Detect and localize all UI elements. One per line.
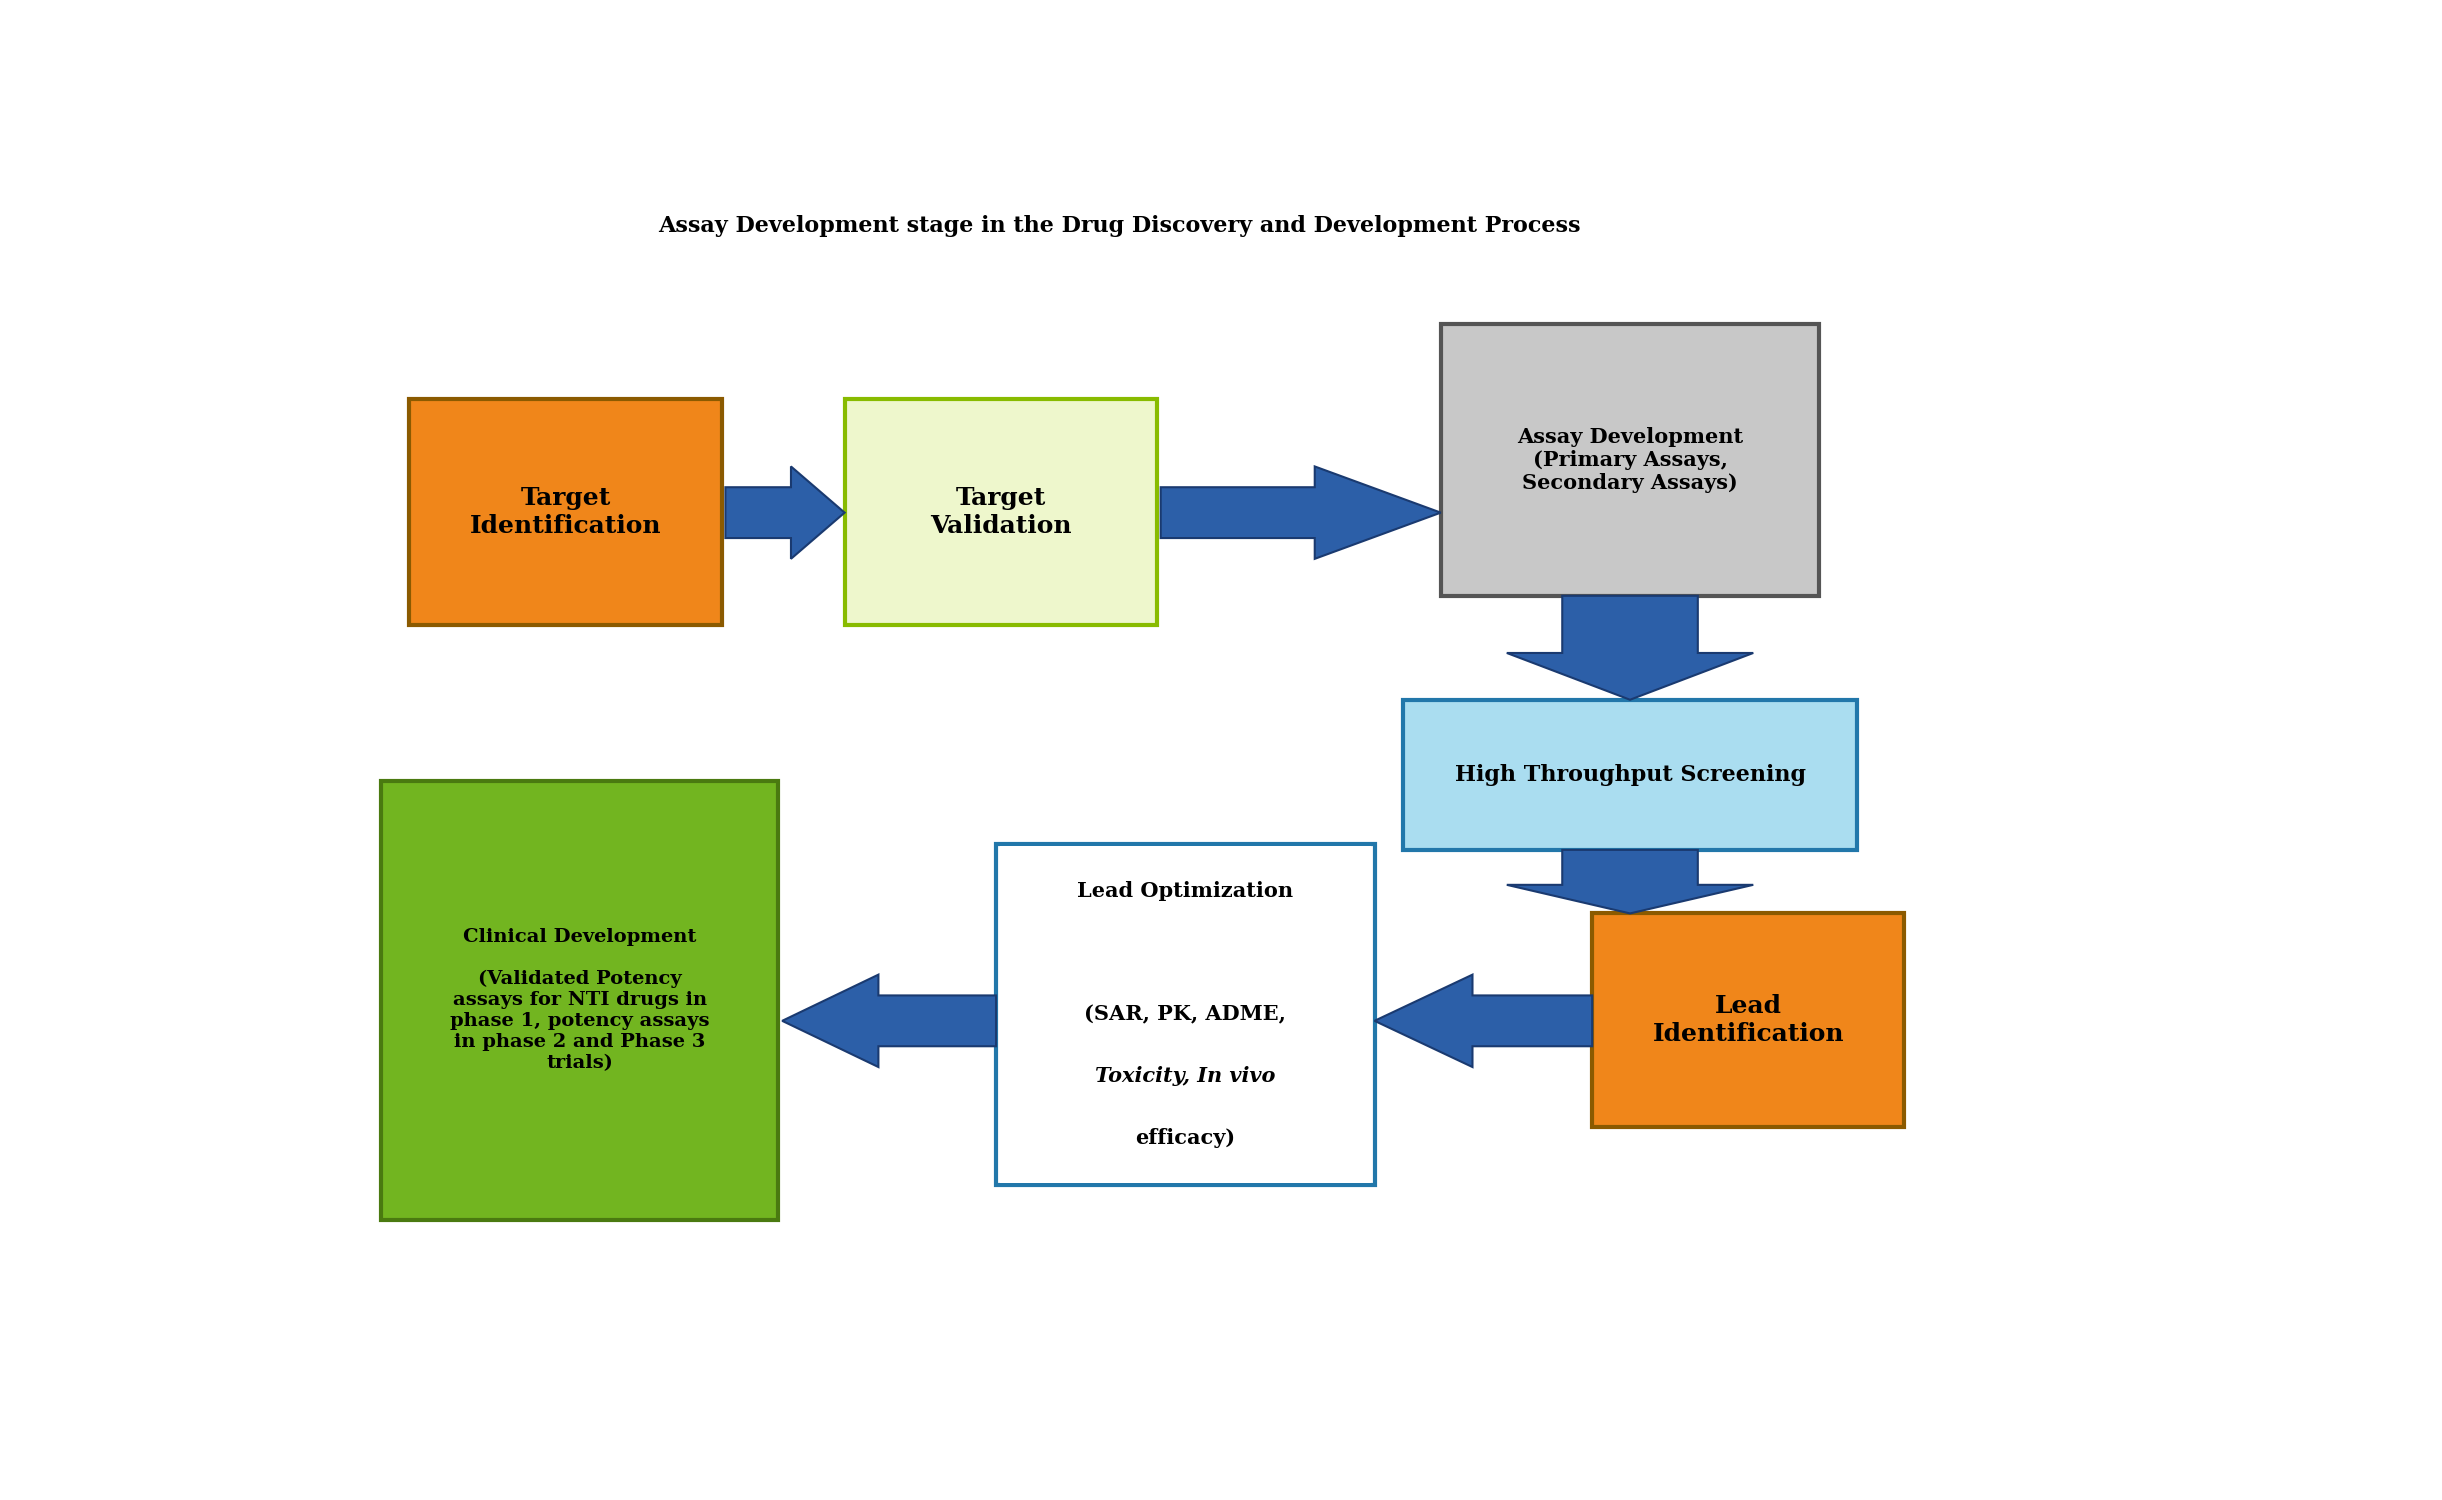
Text: Clinical Development

(Validated Potency
assays for NTI drugs in
phase 1, potenc: Clinical Development (Validated Potency … xyxy=(449,928,711,1071)
Polygon shape xyxy=(1160,466,1441,560)
Text: efficacy): efficacy) xyxy=(1136,1128,1236,1149)
Text: (SAR, PK, ADME,: (SAR, PK, ADME, xyxy=(1084,1005,1287,1025)
Polygon shape xyxy=(1507,596,1753,699)
FancyBboxPatch shape xyxy=(1441,324,1819,596)
Text: Lead
Identification: Lead Identification xyxy=(1653,994,1844,1045)
Text: Lead Optimization: Lead Optimization xyxy=(1077,880,1294,900)
FancyBboxPatch shape xyxy=(410,399,723,624)
Text: Assay Development stage in the Drug Discovery and Development Process: Assay Development stage in the Drug Disc… xyxy=(657,214,1580,237)
Text: Toxicity, In vivo: Toxicity, In vivo xyxy=(1094,1066,1275,1086)
Polygon shape xyxy=(1507,850,1753,914)
FancyBboxPatch shape xyxy=(996,844,1375,1185)
FancyBboxPatch shape xyxy=(1404,699,1858,850)
FancyBboxPatch shape xyxy=(845,399,1158,624)
Text: Toxicity, In vivo: Toxicity, In vivo xyxy=(1094,1066,1275,1086)
FancyBboxPatch shape xyxy=(381,780,779,1220)
Polygon shape xyxy=(1375,975,1592,1066)
Text: Target
Identification: Target Identification xyxy=(469,486,662,538)
Text: efficacy): efficacy) xyxy=(1136,1128,1236,1149)
FancyBboxPatch shape xyxy=(999,846,1370,1182)
Text: (SAR, PK, ADME,: (SAR, PK, ADME, xyxy=(1084,1005,1287,1025)
Text: High Throughput Screening: High Throughput Screening xyxy=(1455,764,1805,786)
FancyBboxPatch shape xyxy=(1592,914,1905,1126)
Polygon shape xyxy=(725,466,845,560)
Text: Assay Development
(Primary Assays,
Secondary Assays): Assay Development (Primary Assays, Secon… xyxy=(1516,427,1744,494)
Text: Target
Validation: Target Validation xyxy=(930,486,1072,538)
Text: Lead Optimization: Lead Optimization xyxy=(1077,880,1294,900)
Text: Toxicity, In vivo: Toxicity, In vivo xyxy=(1094,1066,1277,1086)
Polygon shape xyxy=(781,975,996,1066)
